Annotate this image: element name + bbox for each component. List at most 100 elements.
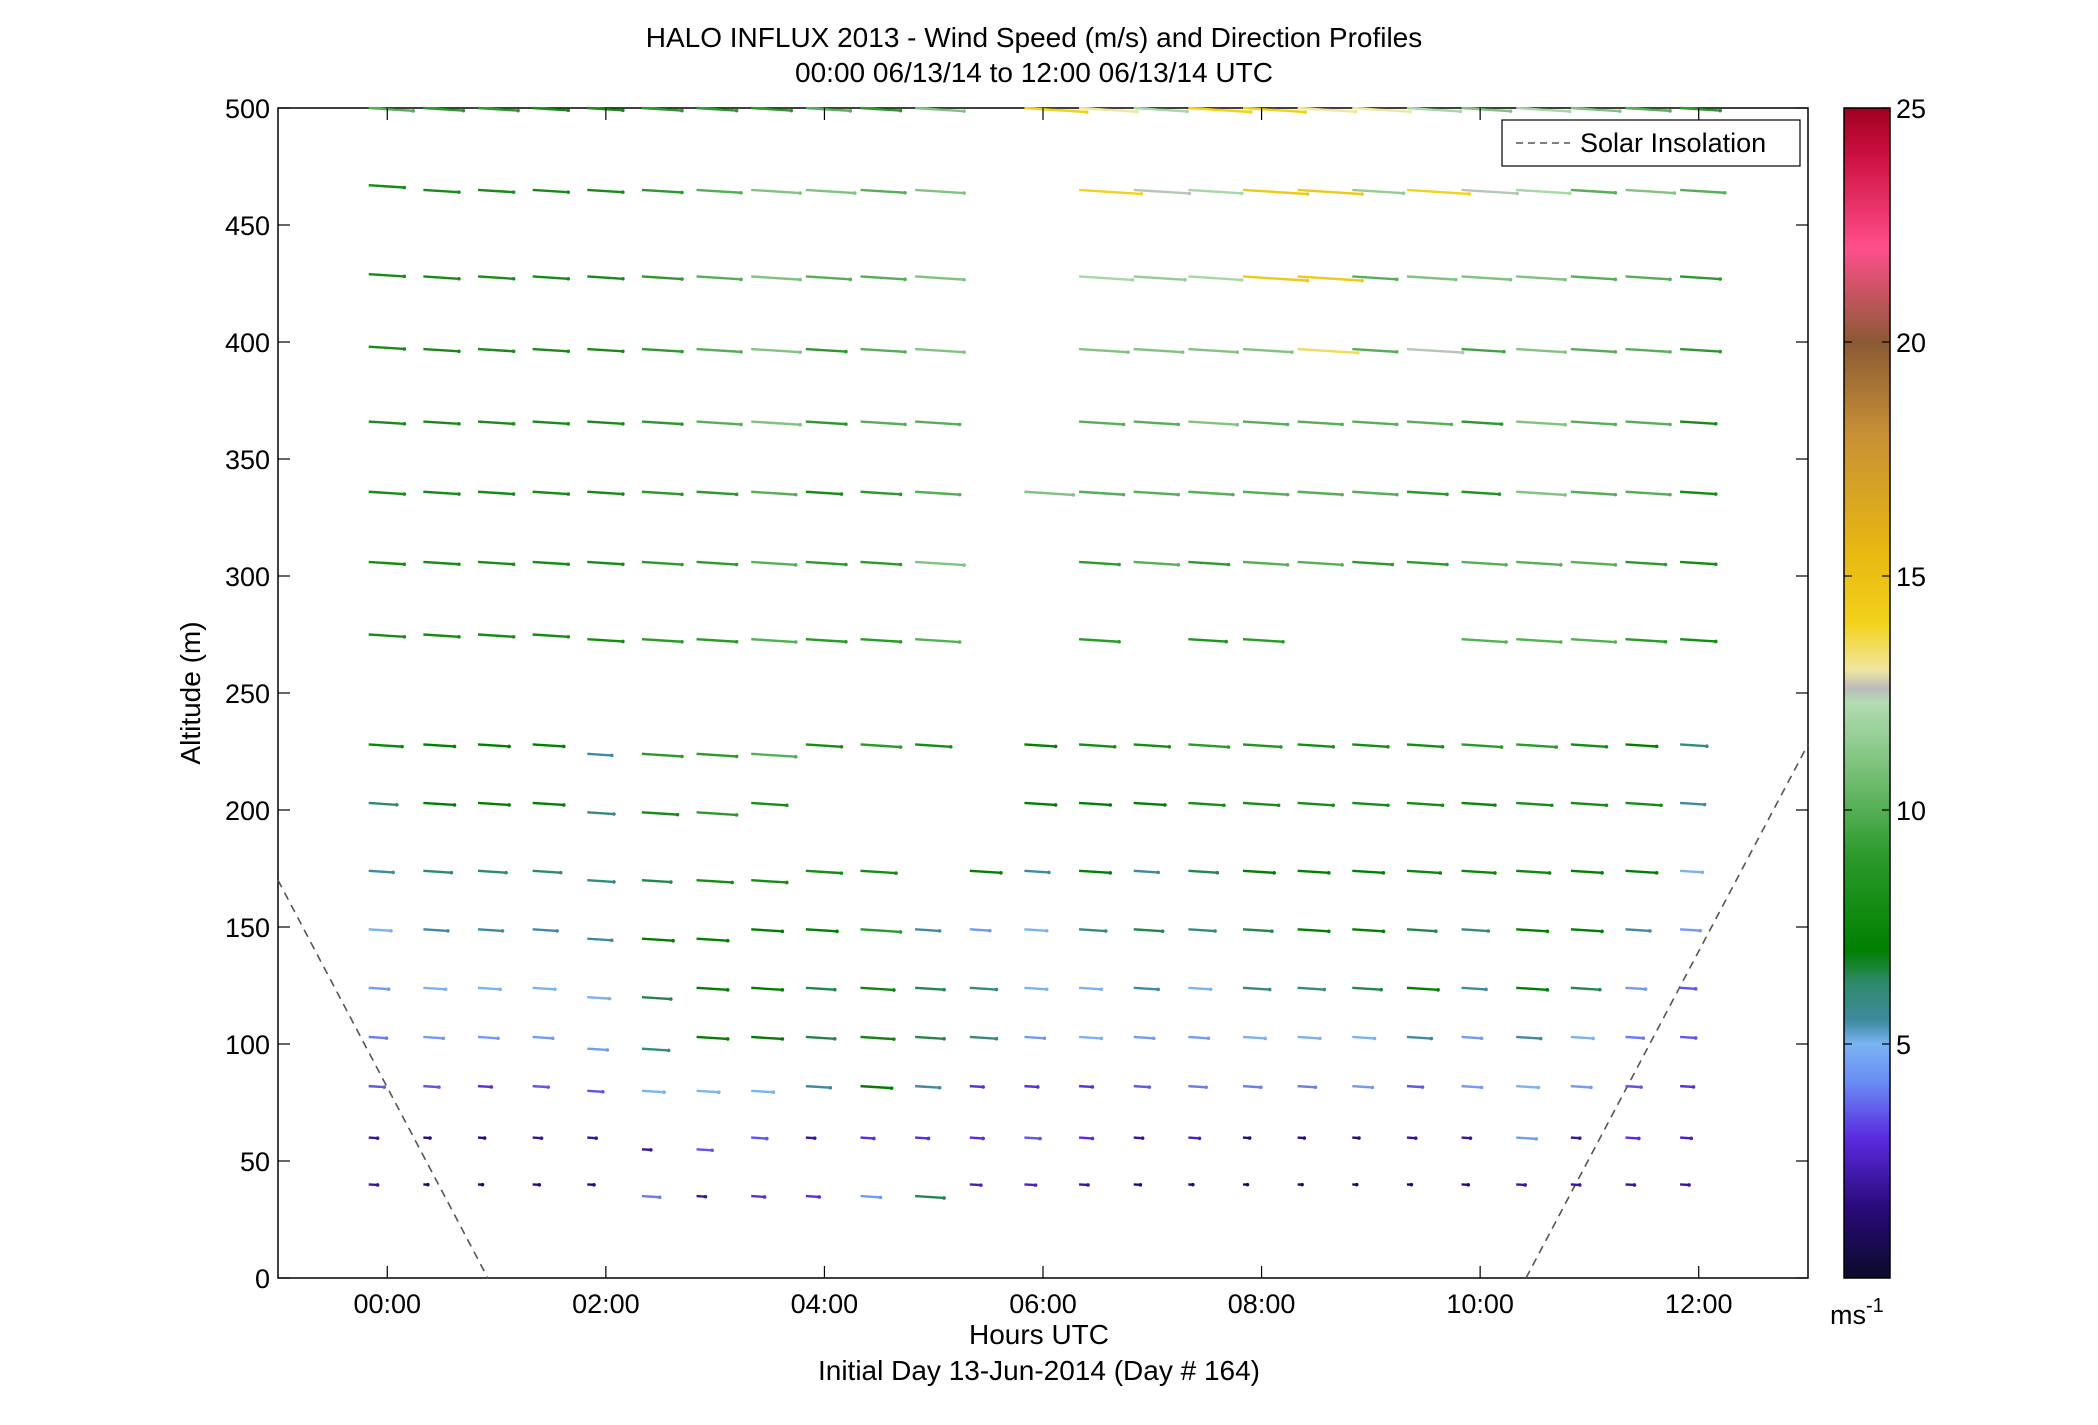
wind-vector-tip [710,1148,714,1153]
wind-vector-tip [592,1183,596,1187]
wind-vector-tip [461,108,466,113]
wind-vector-tip [1176,422,1181,427]
wind-vector-tip [839,744,844,749]
wind-vector [1406,743,1443,748]
wind-vector-tip [1550,803,1554,808]
wind-vector [1680,869,1703,874]
wind-vector-tip [1409,1182,1414,1187]
wind-vector-tip [898,745,903,749]
wind-vector-tip [1445,562,1449,567]
wind-vector-tip [511,349,516,354]
wind-vector [1680,801,1705,806]
wind-vector-tip [566,562,571,567]
wind-vector-tip [793,492,798,497]
wind-vector [1242,928,1272,933]
wind-vector [969,1183,981,1187]
wind-vector [1461,743,1502,749]
colorbar-ticks: 5 10 15 20 25 [1844,94,1926,1060]
wind-vector-tip [1300,1182,1304,1187]
wind-vector [532,869,561,874]
wind-vector-tip [832,987,837,992]
wind-vector [860,637,901,643]
wind-vector [1352,801,1388,807]
wind-vector [1516,928,1548,933]
wind-vector-tip [482,1136,487,1140]
wind-vector-tip [1322,987,1327,992]
wind-vector-tip [999,871,1003,875]
wind-vector-tip [957,492,962,497]
colorbar-unit-exponent: -1 [1866,1295,1884,1317]
wind-vector-tip [1263,1036,1268,1041]
wind-vector [641,937,674,942]
wind-vector [368,633,405,638]
wind-vector-tip [1245,1182,1250,1187]
wind-vector [423,347,460,353]
wind-vector-tip [1445,492,1449,497]
wind-vector [1352,275,1397,281]
wind-vector [1188,1035,1209,1040]
wind-vector-tip [1185,109,1189,114]
wind-vector-tip [457,634,461,639]
wind-vector [860,869,897,875]
wind-vector [1352,106,1411,113]
wind-vector-tip [500,929,505,933]
wind-vector-tip [561,744,566,749]
wind-vector-tip [1693,987,1698,991]
wind-vector [1461,986,1487,991]
wind-vector-tip [1440,744,1445,749]
wind-vector-tip [382,1085,387,1089]
wind-vector-tip [1545,988,1550,992]
wind-vector-tip [1534,1137,1539,1141]
wind-vector-tip [1340,422,1344,427]
wind-vector-tip [734,754,739,759]
wind-vector-tip [730,880,734,885]
wind-vector-tip [621,276,625,281]
x-tick-label: 10:00 [1446,1289,1514,1319]
wind-vector [641,811,678,816]
wind-vector-tip [942,987,946,992]
wind-vector [1625,1084,1642,1089]
wind-vector [1078,743,1115,748]
wind-vector [368,986,389,991]
wind-vector-tip [1108,871,1113,875]
wind-vector [1516,637,1561,644]
wind-vector [1188,637,1227,643]
wind-vector [1570,106,1620,113]
wind-vector-tip [1239,278,1244,282]
wind-vector [751,801,787,807]
wind-vector-tip [1577,1136,1582,1140]
wind-vector-tip [609,753,614,758]
wind-vector-tip [609,938,614,943]
wind-vector-tip [402,422,407,426]
wind-vector-tip [428,1136,432,1140]
wind-vector [1625,743,1657,748]
wind-vector [1188,420,1238,426]
wind-vector-tip [1354,1182,1359,1187]
wind-vector [423,106,464,112]
wind-vector-tip [669,997,673,1001]
wind-vector [1352,743,1388,748]
wind-vector-tip [539,1136,544,1140]
wind-vector-tip [507,744,511,749]
wind-vector-tip [780,929,785,934]
wind-vector [1133,347,1183,354]
wind-vector-tip [566,190,571,194]
wind-vector-tip [780,1037,785,1041]
wind-vector-tip [1449,422,1454,427]
wind-vector-tip [1563,422,1567,427]
wind-vector-tip [1197,1136,1202,1141]
wind-vector [1078,106,1137,113]
wind-vector [1516,986,1548,992]
wind-vector-tip [1648,929,1652,933]
wind-vector [423,275,460,280]
wind-vector [368,272,405,278]
wind-vector-tip [1689,1136,1694,1141]
wind-vector [477,928,503,933]
wind-vector-tip [1591,1036,1595,1041]
wind-vector [915,275,965,281]
wind-vector [1406,869,1441,875]
wind-vector-tip [1360,192,1364,196]
wind-vector-tip [680,422,684,426]
wind-vector [1024,1183,1036,1187]
wind-vector-tip [878,1195,883,1200]
